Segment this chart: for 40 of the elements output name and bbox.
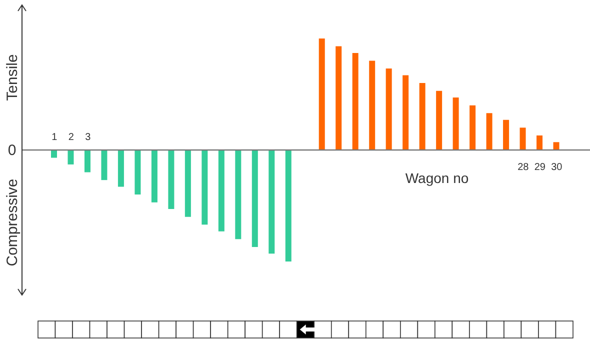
bar [118, 150, 124, 187]
bar [386, 68, 392, 150]
bar [419, 83, 426, 150]
x-tick-label: 1 [52, 132, 58, 143]
bar [84, 150, 90, 172]
bar [318, 38, 325, 150]
text: Compressive [4, 178, 21, 266]
x-tick-label: 28 [518, 162, 530, 173]
x-axis-title: Wagon no [405, 170, 469, 186]
text: 0 [8, 142, 16, 159]
x-tick-label: 2 [68, 132, 74, 143]
bar [536, 135, 543, 150]
bar [202, 150, 208, 225]
bar [134, 150, 141, 195]
bar [452, 98, 459, 150]
bar [369, 60, 376, 150]
bar [51, 150, 57, 158]
bar [520, 128, 526, 150]
bar [184, 150, 191, 217]
bar [336, 46, 342, 150]
bar [68, 150, 74, 164]
bar [352, 52, 358, 150]
x-tick-label: 30 [551, 162, 563, 173]
bar [503, 120, 510, 150]
bar [252, 150, 258, 247]
bar [285, 150, 292, 262]
bar [151, 150, 158, 202]
x-tick-label: 29 [534, 162, 546, 173]
bar [268, 150, 275, 254]
bar [101, 150, 108, 180]
text: Tensile [4, 54, 21, 101]
bar [168, 150, 174, 210]
x-tick-label: 3 [85, 132, 92, 143]
bar [486, 113, 492, 150]
bar [235, 150, 242, 240]
bar [436, 90, 442, 150]
bar [470, 105, 476, 150]
bar [402, 75, 409, 150]
bar [218, 150, 224, 232]
bar [553, 142, 560, 150]
